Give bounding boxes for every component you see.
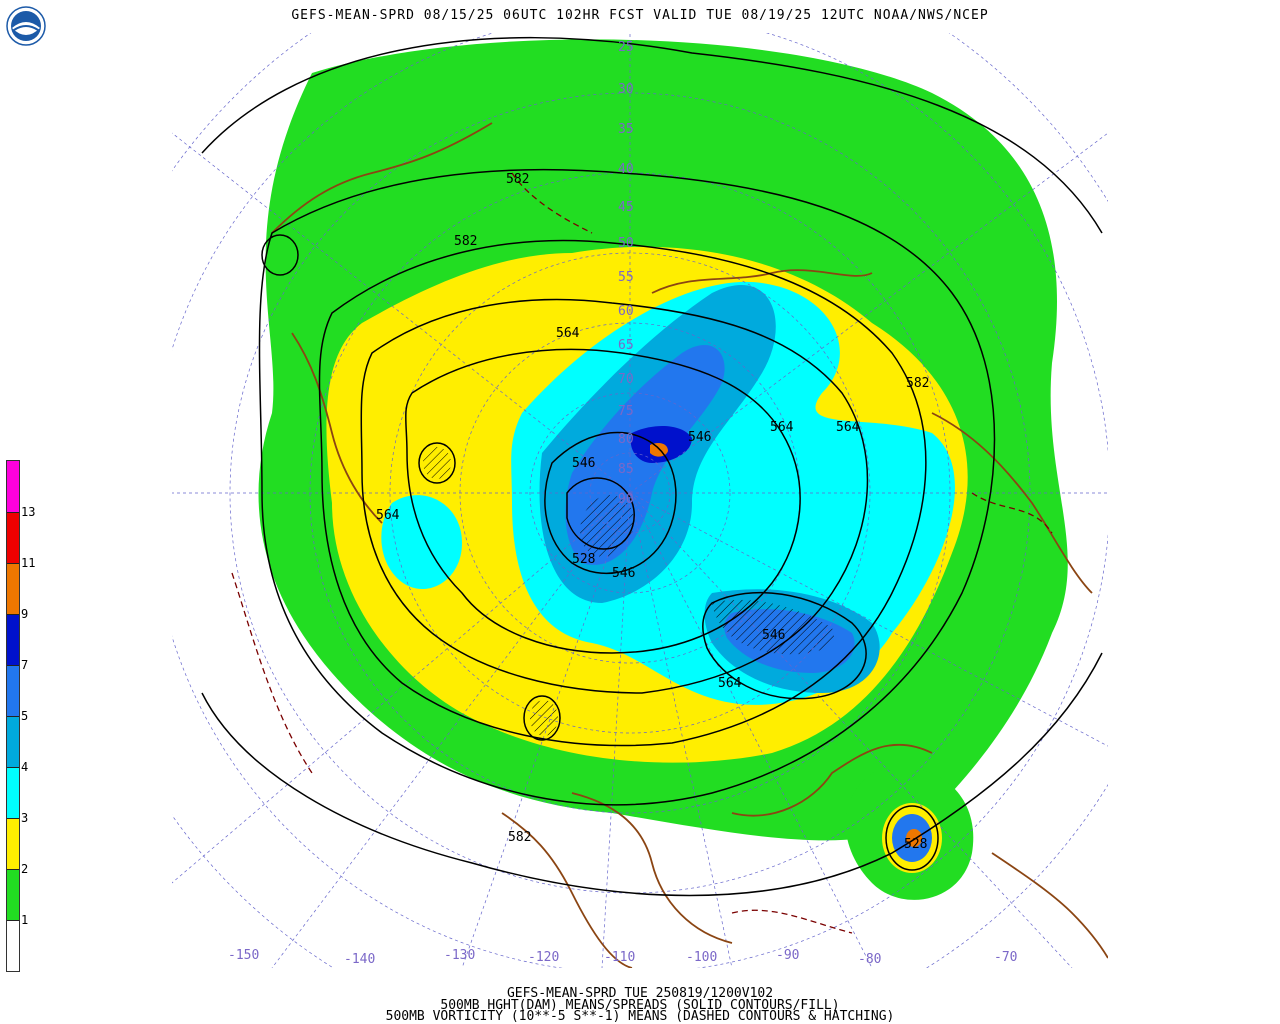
svg-text:40: 40 <box>618 162 634 177</box>
lon-label: -90 <box>776 948 800 963</box>
svg-text:60: 60 <box>618 304 634 319</box>
colorbar-label: 13 <box>21 505 36 519</box>
lon-label: -150 <box>228 948 260 963</box>
svg-text:45: 45 <box>618 200 634 215</box>
vorticity-dashed-contours <box>231 172 1053 934</box>
svg-text:25: 25 <box>618 40 634 55</box>
colorbar-label: 5 <box>21 709 29 723</box>
colorbar-label: 4 <box>21 760 29 774</box>
footer-line-3: 500MB VORTICITY (10**-5 S**-1) MEANS (DA… <box>385 1009 895 1024</box>
colorbar-segment <box>7 615 19 666</box>
colorbar-label: 11 <box>21 556 36 570</box>
footer-line-1: GEFS-MEAN-SPRD TUE 250819/1200V102 <box>506 986 774 1001</box>
vorticity-hatching-s <box>530 700 558 736</box>
svg-text:30: 30 <box>618 82 634 97</box>
svg-text:564: 564 <box>770 420 794 435</box>
svg-text:564: 564 <box>376 508 400 523</box>
svg-text:90: 90 <box>618 492 634 507</box>
lon-label: -110 <box>604 950 636 965</box>
svg-text:70: 70 <box>618 372 634 387</box>
colorbar-segment <box>7 564 19 615</box>
svg-text:582: 582 <box>506 172 529 187</box>
colorbar-segment <box>7 870 19 921</box>
colorbar-label: 2 <box>21 862 29 876</box>
height-contours <box>201 36 1103 897</box>
colorbar-segment <box>7 666 19 717</box>
colorbar-segment <box>7 819 19 870</box>
lon-label: -130 <box>444 948 476 963</box>
colorbar-label: 1 <box>21 913 29 927</box>
latitude-labels: 25 30 35 40 45 50 55 60 65 70 75 80 85 9… <box>618 40 634 507</box>
svg-text:55: 55 <box>618 270 634 285</box>
colorbar-segment <box>7 717 19 768</box>
colorbar-label: 3 <box>21 811 29 825</box>
svg-text:80: 80 <box>618 432 634 447</box>
lon-label: -120 <box>528 950 560 965</box>
svg-text:564: 564 <box>836 420 860 435</box>
svg-text:50: 50 <box>618 236 634 251</box>
colorbar-label: 7 <box>21 658 29 672</box>
colorbar-segment <box>7 461 19 513</box>
svg-text:65: 65 <box>618 338 634 353</box>
svg-text:528: 528 <box>572 552 595 567</box>
svg-text:582: 582 <box>508 830 531 845</box>
svg-text:564: 564 <box>718 676 742 691</box>
vorticity-hatching-w <box>423 447 451 479</box>
footer-line-2: 500MB HGHT(DAM) MEANS/SPREADS (SOLID CON… <box>440 998 840 1013</box>
forecast-map: 25 30 35 40 45 50 55 60 65 70 75 80 85 9… <box>172 33 1108 968</box>
colorbar-segment <box>7 513 19 564</box>
colorbar-label: 9 <box>21 607 29 621</box>
svg-text:85: 85 <box>618 462 634 477</box>
lon-label: -80 <box>858 952 882 967</box>
svg-text:35: 35 <box>618 122 634 137</box>
chart-title: GEFS-MEAN-SPRD 08/15/25 06UTC 102HR FCST… <box>291 8 989 23</box>
noaa-logo-icon <box>6 6 46 46</box>
lat-lon-grid <box>172 33 1108 968</box>
lon-label: -140 <box>344 952 376 967</box>
svg-text:582: 582 <box>906 376 929 391</box>
svg-text:528: 528 <box>904 837 927 852</box>
spread-colorbar <box>6 460 20 972</box>
svg-text:75: 75 <box>618 404 634 419</box>
svg-text:564: 564 <box>556 326 580 341</box>
lon-label: -70 <box>994 950 1018 965</box>
svg-text:546: 546 <box>688 430 711 445</box>
contour-labels: 582 582 564 564 564 546 546 528 546 564 … <box>376 172 929 852</box>
lon-label: -100 <box>686 950 718 965</box>
colorbar-segment <box>7 768 19 819</box>
svg-text:546: 546 <box>612 566 635 581</box>
coastlines <box>271 122 1108 968</box>
svg-text:546: 546 <box>572 456 595 471</box>
colorbar-segment <box>7 921 19 971</box>
svg-text:582: 582 <box>454 234 477 249</box>
svg-text:546: 546 <box>762 628 785 643</box>
